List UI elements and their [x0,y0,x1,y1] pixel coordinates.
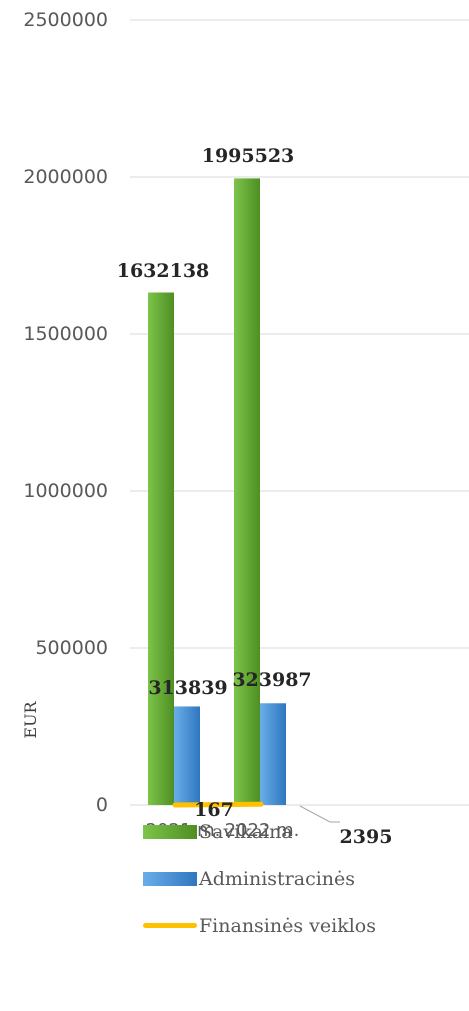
bars [148,178,286,806]
leader-line [299,805,340,823]
data-label-savikaina-0: 1632138 [117,260,210,282]
data-label-administracines-0: 313839 [148,677,227,699]
data-labels: 1632138 1995523 313839 323987 167 2395 [117,145,393,848]
bar-administracinės-1 [260,703,286,805]
legend-label: Finansinės veiklos [199,914,376,937]
bar-savikaina-0 [148,292,174,805]
y-tick-label: 2500000 [23,9,108,31]
line-finansines-veiklos [172,801,264,808]
legend-item-administracines: Administracinės [143,855,376,902]
legend: Savikaina Administracinės Finansinės vei… [143,808,376,949]
legend-item-savikaina: Savikaina [143,808,376,855]
lines [172,801,264,808]
y-tick-label: 1500000 [23,323,108,345]
chart-svg: 0 500000 1000000 1500000 2000000 2500000 1632… [21,9,469,848]
y-axis-ticks: 0 500000 1000000 1500000 2000000 2500000 [23,9,108,816]
y-tick-label: 1000000 [23,480,108,502]
y-tick-label: 500000 [35,637,108,659]
gridlines [130,19,469,806]
legend-swatch [143,824,197,839]
data-label-finansines-1: 2395 [340,826,393,848]
data-label-administracines-1: 323987 [232,669,311,691]
y-tick-label: 0 [96,794,108,816]
legend-label: Administracinės [199,867,356,890]
data-label-savikaina-1: 1995523 [202,145,295,167]
y-axis-label: EUR [21,700,40,738]
bar-savikaina-1 [234,178,260,806]
legend-label: Savikaina [199,820,293,843]
y-tick-label: 2000000 [23,166,108,188]
legend-swatch [143,923,197,928]
legend-item-finansines: Finansinės veiklos [143,902,376,949]
data-label-finansines-0: 167 [194,799,234,821]
bar-administracinės-0 [174,706,200,805]
legend-swatch [143,871,197,886]
x-category-label: 2022 m. [225,820,300,841]
